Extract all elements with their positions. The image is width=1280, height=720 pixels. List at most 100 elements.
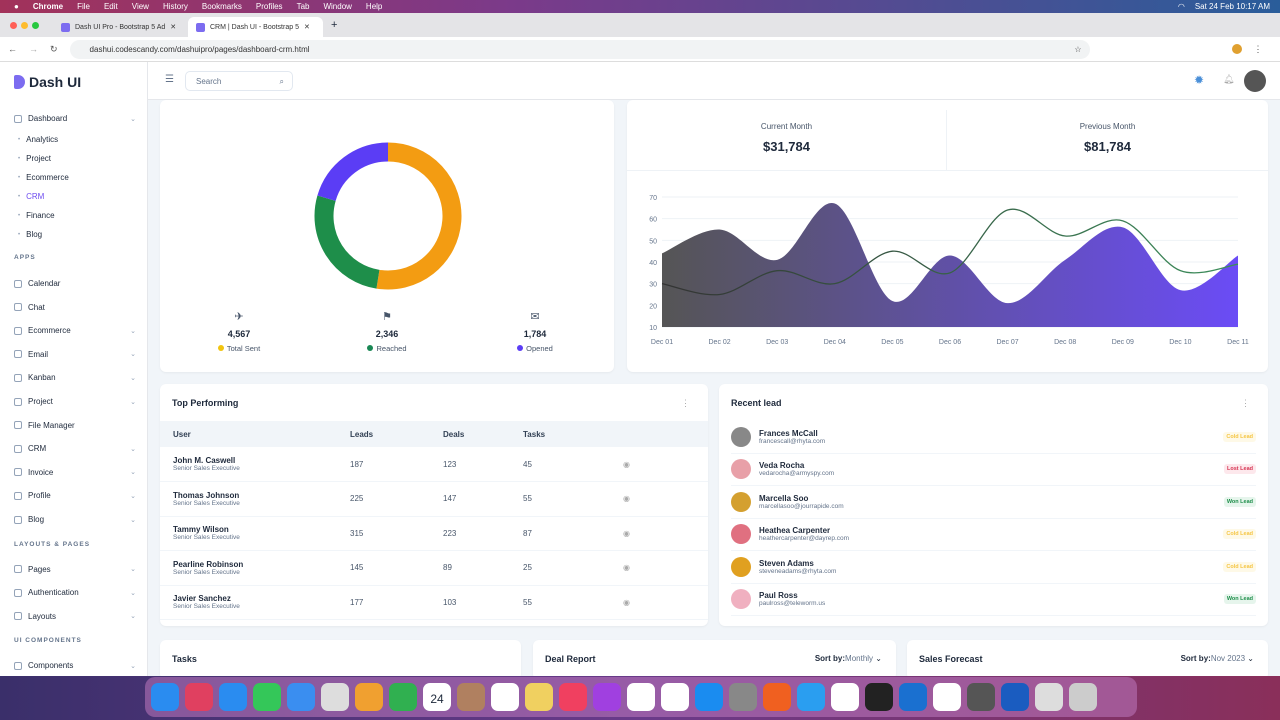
sidebar-item-kanban[interactable]: Kanban ⌄ xyxy=(14,373,136,382)
menu-bookmarks[interactable]: Bookmarks xyxy=(201,2,242,11)
new-tab-button[interactable]: + xyxy=(331,19,338,31)
dock-mail-icon[interactable] xyxy=(287,683,315,711)
brand-logo[interactable]: Dash UI xyxy=(14,74,81,90)
eye-icon[interactable]: ◉ xyxy=(623,563,630,573)
dock-contacts-icon[interactable] xyxy=(457,683,485,711)
sidebar-item-layouts[interactable]: Layouts ⌄ xyxy=(14,612,136,621)
profile-avatar[interactable] xyxy=(1231,44,1242,54)
menu-window[interactable]: Window xyxy=(323,2,352,11)
search-input[interactable]: Search ⌕ xyxy=(185,71,293,91)
eye-icon[interactable]: ◉ xyxy=(623,494,630,504)
deal-sort-dropdown[interactable]: Sort by:Monthly ⌄ xyxy=(815,654,882,663)
dock-notes-icon[interactable] xyxy=(525,683,553,711)
sidebar-item-dashboard[interactable]: Dashboard ⌄ xyxy=(14,114,136,123)
dock-reminders-icon[interactable] xyxy=(491,683,519,711)
column-header[interactable]: Tasks xyxy=(523,421,613,447)
dock-numbers-icon[interactable] xyxy=(661,683,689,711)
eye-icon[interactable]: ◉ xyxy=(623,528,630,538)
menu-tab[interactable]: Tab xyxy=(296,2,310,11)
sidebar-item-crm[interactable]: CRM ⌄ xyxy=(14,444,136,453)
dock-preview-icon[interactable] xyxy=(1035,683,1063,711)
list-item[interactable]: Marcella Soo marcellasoo@jourrapide.com Wo… xyxy=(731,486,1256,519)
column-header[interactable]: Deals xyxy=(443,421,523,447)
sidebar-item-calendar[interactable]: Calendar xyxy=(14,279,136,288)
sidebar-item-file-manager[interactable]: File Manager xyxy=(14,421,136,430)
dock-word-icon[interactable] xyxy=(1001,683,1029,711)
back-icon[interactable]: ← xyxy=(8,44,17,54)
sidebar-item-components[interactable]: Components ⌄ xyxy=(14,661,136,670)
dock-maps-icon[interactable] xyxy=(321,683,349,711)
dock-quicktime-icon[interactable] xyxy=(967,683,995,711)
sidebar-item-pages[interactable]: Pages ⌄ xyxy=(14,565,136,574)
menu-edit[interactable]: Edit xyxy=(103,2,118,11)
dock-system-settings-icon[interactable] xyxy=(729,683,757,711)
user-avatar[interactable] xyxy=(1244,70,1266,92)
dock-figma-icon[interactable] xyxy=(865,683,893,711)
menu-app[interactable]: Chrome xyxy=(32,2,64,11)
sales-sort-dropdown[interactable]: Sort by:Nov 2023 ⌄ xyxy=(1181,654,1254,663)
dock-skype-icon[interactable] xyxy=(797,683,825,711)
sidebar-subitem-project[interactable]: Project xyxy=(18,154,51,163)
reload-icon[interactable]: ↻ xyxy=(50,43,58,54)
dock-powerpoint-icon[interactable] xyxy=(933,683,961,711)
sidebar-item-profile[interactable]: Profile ⌄ xyxy=(14,491,136,500)
sidebar-item-ecommerce[interactable]: Ecommerce ⌄ xyxy=(14,326,136,335)
menu-toggle-icon[interactable]: ☰ xyxy=(165,74,174,85)
sidebar-subitem-blog[interactable]: Blog xyxy=(18,230,42,239)
dock-podcasts-icon[interactable] xyxy=(593,683,621,711)
dock-launchpad-icon[interactable] xyxy=(185,683,213,711)
dock-chrome-icon[interactable] xyxy=(831,683,859,711)
sidebar-item-project[interactable]: Project ⌄ xyxy=(14,397,136,406)
close-icon[interactable]: ✕ xyxy=(170,24,177,31)
dock-safari-icon[interactable] xyxy=(219,683,247,711)
bell-icon[interactable]: 🔔︎ xyxy=(1223,74,1235,84)
clock[interactable]: Sat 24 Feb 10:17 AM xyxy=(1194,2,1270,11)
list-item[interactable]: Frances McCall francescall@rhyta.com Cold … xyxy=(731,421,1256,454)
column-header[interactable]: Leads xyxy=(350,421,443,447)
dock-app-store-icon[interactable] xyxy=(695,683,723,711)
more-icon[interactable]: ⋮ xyxy=(1253,43,1263,54)
sidebar-subitem-finance[interactable]: Finance xyxy=(18,211,54,220)
apple-icon[interactable]: ● xyxy=(14,2,19,11)
menu-file[interactable]: File xyxy=(77,2,90,11)
dock-music-icon[interactable] xyxy=(559,683,587,711)
dock-messages-icon[interactable] xyxy=(253,683,281,711)
dock-facetime-icon[interactable] xyxy=(389,683,417,711)
sidebar-subitem-crm[interactable]: CRM xyxy=(18,192,44,201)
theme-toggle-icon[interactable]: ✹ xyxy=(1194,73,1205,87)
sidebar-item-blog[interactable]: Blog ⌄ xyxy=(14,515,136,524)
dock-trash-icon[interactable] xyxy=(1069,683,1097,711)
close-icon[interactable]: ✕ xyxy=(303,24,310,31)
sidebar-subitem-ecommerce[interactable]: Ecommerce xyxy=(18,173,69,182)
dock-finder-icon[interactable] xyxy=(151,683,179,711)
eye-icon[interactable]: ◉ xyxy=(623,597,630,607)
menu-view[interactable]: View xyxy=(131,2,149,11)
menu-profiles[interactable]: Profiles xyxy=(255,2,283,11)
eye-icon[interactable]: ◉ xyxy=(623,459,630,469)
dock-photos-icon[interactable] xyxy=(355,683,383,711)
sidebar-subitem-analytics[interactable]: Analytics xyxy=(18,135,58,144)
dock-keynote-icon[interactable] xyxy=(627,683,655,711)
dock-firefox-icon[interactable] xyxy=(763,683,791,711)
wifi-icon[interactable]: ◠ xyxy=(1177,2,1185,11)
more-vertical-icon[interactable]: ⋮ xyxy=(681,398,690,408)
sidebar-item-invoice[interactable]: Invoice ⌄ xyxy=(14,468,136,477)
tab-crm[interactable]: CRM | Dash UI - Bootstrap 5 ✕ xyxy=(188,17,323,37)
tab-dashui-pro[interactable]: Dash UI Pro - Bootstrap 5 Ad ✕ xyxy=(53,17,188,37)
menu-help[interactable]: Help xyxy=(365,2,383,11)
bookmark-star-icon[interactable]: ☆ xyxy=(1074,44,1082,54)
more-vertical-icon[interactable]: ⋮ xyxy=(1241,398,1250,408)
sidebar-item-chat[interactable]: Chat xyxy=(14,303,136,312)
dock-vscode-icon[interactable] xyxy=(899,683,927,711)
sidebar-item-email[interactable]: Email ⌄ xyxy=(14,350,136,359)
column-header[interactable]: User xyxy=(160,421,350,447)
menu-history[interactable]: History xyxy=(162,2,188,11)
dock-calendar-icon[interactable]: 24 xyxy=(423,683,451,711)
sidebar-item-authentication[interactable]: Authentication ⌄ xyxy=(14,588,136,597)
list-item[interactable]: Steven Adams steveneadams@rhyta.com Cold L… xyxy=(731,551,1256,584)
list-item[interactable]: Veda Rocha vedarocha@armyspy.com Lost Lead xyxy=(731,454,1256,486)
list-item[interactable]: Paul Ross paulross@teleworm.us Won Lead xyxy=(731,584,1256,616)
url-field[interactable]: dashui.codescandy.com/dashuipro/pages/da… xyxy=(69,39,1090,59)
list-item[interactable]: Heathea Carpenter heathercarpenter@dayrep… xyxy=(731,519,1256,551)
forward-icon[interactable]: → xyxy=(29,44,38,54)
